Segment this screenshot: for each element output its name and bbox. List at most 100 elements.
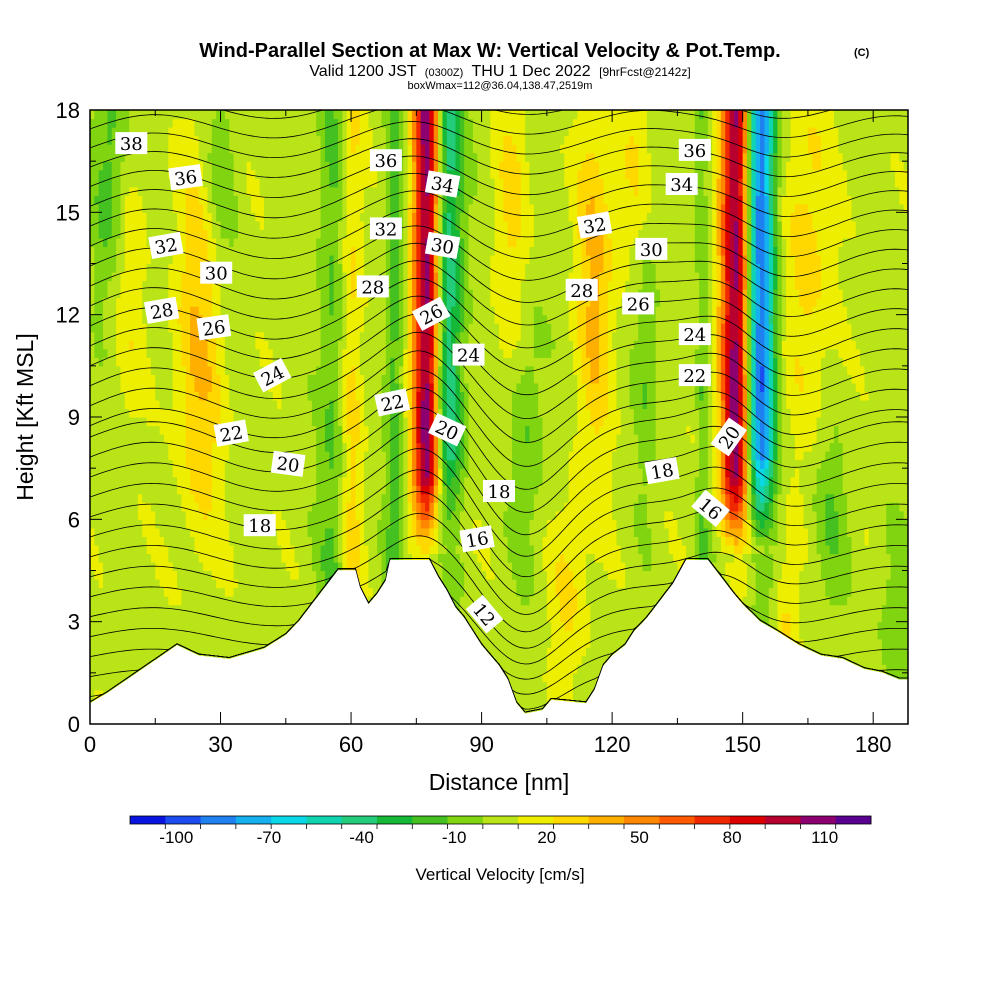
velocity-cell bbox=[324, 536, 330, 546]
velocity-cell bbox=[224, 459, 230, 469]
velocity-cell bbox=[259, 579, 265, 589]
velocity-cell bbox=[120, 544, 126, 555]
velocity-cell bbox=[281, 195, 287, 205]
velocity-cell bbox=[150, 127, 156, 137]
velocity-cell bbox=[133, 340, 139, 350]
velocity-cell bbox=[259, 229, 265, 239]
velocity-cell bbox=[207, 135, 213, 145]
velocity-cell bbox=[250, 647, 256, 657]
velocity-cell bbox=[111, 314, 117, 324]
velocity-cell bbox=[98, 178, 104, 188]
velocity-cell bbox=[377, 237, 383, 248]
velocity-cell bbox=[351, 391, 357, 401]
velocity-cell bbox=[359, 451, 365, 461]
velocity-cell bbox=[303, 476, 309, 486]
velocity-cell bbox=[116, 323, 122, 333]
velocity-cell bbox=[90, 357, 95, 367]
velocity-cell bbox=[381, 425, 387, 435]
velocity-cell bbox=[242, 553, 248, 563]
velocity-cell bbox=[351, 314, 357, 324]
velocity-cell bbox=[320, 280, 326, 290]
velocity-cell bbox=[320, 289, 326, 299]
velocity-cell bbox=[129, 655, 135, 665]
velocity-cell bbox=[142, 306, 148, 316]
velocity-cell bbox=[342, 544, 348, 555]
velocity-cell bbox=[177, 382, 182, 393]
velocity-cell bbox=[377, 314, 383, 324]
velocity-cell bbox=[159, 229, 165, 239]
velocity-cell bbox=[285, 144, 291, 154]
velocity-cell bbox=[181, 152, 187, 162]
velocity-cell bbox=[207, 399, 213, 410]
velocity-cell bbox=[307, 331, 313, 341]
velocity-cell bbox=[246, 425, 252, 435]
velocity-cell bbox=[207, 297, 213, 307]
velocity-cell bbox=[98, 229, 104, 239]
velocity-cell bbox=[146, 203, 152, 213]
velocity-cell bbox=[220, 502, 226, 512]
velocity-cell bbox=[220, 118, 226, 128]
velocity-cell bbox=[203, 297, 209, 307]
velocity-cell bbox=[285, 570, 291, 580]
velocity-cell bbox=[163, 502, 169, 512]
velocity-cell bbox=[281, 476, 287, 486]
velocity-cell bbox=[277, 570, 283, 580]
velocity-cell bbox=[98, 280, 104, 290]
velocity-cell bbox=[351, 203, 357, 213]
velocity-cell bbox=[359, 544, 365, 555]
velocity-cell bbox=[316, 553, 322, 563]
velocity-cell bbox=[224, 417, 230, 427]
velocity-cell bbox=[116, 306, 122, 316]
velocity-cell bbox=[381, 340, 387, 350]
velocity-cell bbox=[220, 220, 226, 230]
velocity-cell bbox=[277, 229, 283, 239]
velocity-cell bbox=[237, 272, 243, 282]
velocity-cell bbox=[129, 272, 135, 282]
velocity-cell bbox=[203, 365, 209, 375]
velocity-cell bbox=[233, 212, 239, 222]
velocity-cell bbox=[137, 519, 143, 529]
velocity-cell bbox=[107, 382, 113, 393]
velocity-cell bbox=[198, 459, 204, 469]
velocity-cell bbox=[216, 485, 222, 495]
velocity-cell bbox=[159, 169, 165, 179]
velocity-cell bbox=[116, 272, 122, 282]
velocity-cell bbox=[250, 118, 256, 128]
velocity-cell bbox=[159, 476, 165, 486]
velocity-cell bbox=[120, 186, 126, 196]
velocity-cell bbox=[98, 493, 104, 503]
velocity-cell bbox=[150, 630, 156, 640]
velocity-cell bbox=[311, 536, 317, 546]
velocity-cell bbox=[177, 399, 182, 410]
velocity-cell bbox=[246, 382, 252, 393]
velocity-cell bbox=[320, 476, 326, 486]
velocity-cell bbox=[194, 647, 200, 657]
velocity-cell bbox=[329, 323, 335, 333]
velocity-cell bbox=[303, 127, 309, 137]
velocity-cell bbox=[185, 442, 191, 452]
velocity-cell bbox=[259, 485, 265, 495]
velocity-cell bbox=[355, 374, 361, 384]
velocity-cell bbox=[372, 203, 378, 213]
velocity-cell bbox=[142, 417, 148, 427]
velocity-cell bbox=[298, 544, 304, 555]
velocity-cell bbox=[372, 476, 378, 486]
velocity-cell bbox=[94, 357, 100, 367]
velocity-cell bbox=[324, 519, 330, 529]
velocity-cell bbox=[98, 382, 104, 393]
velocity-cell bbox=[285, 536, 291, 546]
velocity-cell bbox=[155, 340, 161, 350]
velocity-cell bbox=[137, 348, 143, 358]
velocity-cell bbox=[172, 476, 178, 486]
velocity-cell bbox=[146, 357, 152, 367]
velocity-cell bbox=[385, 169, 391, 179]
velocity-cell bbox=[107, 561, 113, 572]
velocity-cell bbox=[90, 604, 95, 614]
velocity-cell bbox=[133, 297, 139, 307]
velocity-cell bbox=[242, 195, 248, 205]
velocity-cell bbox=[137, 357, 143, 367]
velocity-cell bbox=[137, 630, 143, 640]
velocity-cell bbox=[198, 374, 204, 384]
velocity-cell bbox=[333, 434, 339, 444]
velocity-cell bbox=[298, 195, 304, 205]
